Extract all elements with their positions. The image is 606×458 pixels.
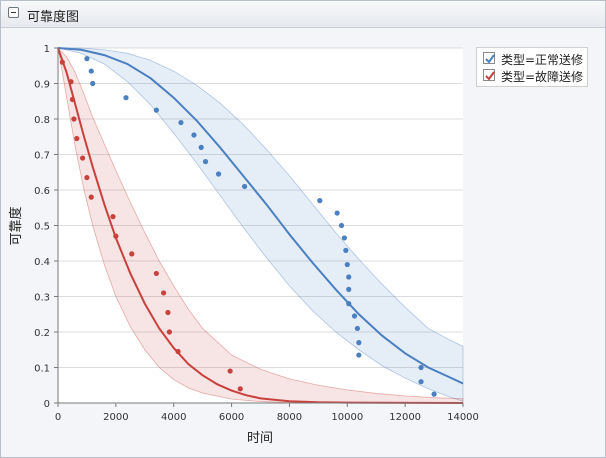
panel-titlebar: 可靠度图 <box>1 1 605 28</box>
data-point <box>198 144 204 150</box>
data-point <box>215 171 222 177</box>
y-tick-label: 0.9 <box>34 80 50 91</box>
data-point <box>341 235 347 241</box>
data-point <box>346 274 352 280</box>
data-point <box>160 290 167 296</box>
checkbox-normal-repair[interactable] <box>483 52 495 64</box>
checkbox-fault-repair[interactable] <box>483 69 495 81</box>
collapse-button[interactable] <box>8 7 19 18</box>
x-axis-label: 时间 <box>247 431 273 446</box>
data-point <box>90 80 96 87</box>
data-point <box>84 56 90 62</box>
data-point <box>123 95 129 101</box>
data-point <box>166 329 172 335</box>
data-point <box>153 107 159 113</box>
y-tick-label: 0.6 <box>34 186 50 197</box>
panel-title: 可靠度图 <box>27 10 80 25</box>
y-tick-label: 0 <box>44 399 50 410</box>
data-point <box>113 233 119 239</box>
legend-label-normal-repair: 类型=正常送修 <box>501 53 584 67</box>
fitted-curve-0 <box>57 47 464 385</box>
confidence-band-1 <box>57 46 464 404</box>
fitted-curves <box>57 47 464 404</box>
data-point <box>165 309 171 316</box>
data-point <box>110 214 116 220</box>
data-point <box>79 155 86 161</box>
check-icon <box>485 54 495 64</box>
x-tick-label: 2000 <box>103 412 128 423</box>
x-tick-label: 0 <box>55 412 61 423</box>
data-point <box>418 364 424 371</box>
fitted-curve-1 <box>57 47 464 404</box>
data-point <box>338 222 345 229</box>
data-point <box>418 379 424 385</box>
y-tick-label: 0.5 <box>34 222 50 233</box>
confidence-band-0 <box>57 47 464 402</box>
data-point <box>354 325 361 332</box>
y-tick-label: 1 <box>44 44 50 55</box>
data-point <box>59 59 65 65</box>
data-point <box>191 132 197 138</box>
y-axis-label: 可靠度 <box>8 206 24 245</box>
axes: 0 0.1 0.2 0.3 0.4 0.5 0.6 0.7 0.8 0.9 1 0 2000 4000 60… <box>34 44 479 423</box>
data-point <box>178 119 184 126</box>
data-point <box>88 194 94 200</box>
x-tick-label: 12000 <box>389 412 421 423</box>
data-point <box>344 261 350 268</box>
data-point <box>227 368 233 374</box>
data-point <box>241 183 248 190</box>
chart-legend: 类型=正常送修 类型=故障送修 <box>476 47 588 87</box>
data-point <box>88 68 94 74</box>
data-point <box>69 96 76 103</box>
data-point <box>153 270 159 277</box>
data-point <box>71 116 77 122</box>
data-point <box>129 251 135 257</box>
x-tick-label: 10000 <box>331 412 363 423</box>
y-tick-label: 0.3 <box>34 293 50 304</box>
data-point <box>84 174 90 181</box>
y-tick-label: 0.8 <box>34 115 50 126</box>
data-point <box>351 313 358 319</box>
y-tick-label: 0.7 <box>34 151 50 162</box>
data-point <box>431 391 437 397</box>
x-tick-label: 8000 <box>277 412 302 423</box>
data-point <box>343 247 349 253</box>
data-point <box>356 340 362 346</box>
data-points <box>59 56 437 397</box>
check-icon <box>485 71 495 81</box>
y-tick-label: 0.4 <box>34 257 50 268</box>
data-point <box>237 386 243 392</box>
y-tick-label: 0.1 <box>34 364 50 375</box>
grid-lines <box>58 47 463 404</box>
x-tick-label: 4000 <box>161 412 186 423</box>
data-point <box>334 210 340 216</box>
data-point <box>68 79 74 85</box>
x-tick-label: 14000 <box>447 412 479 423</box>
data-point <box>346 286 352 292</box>
data-point <box>175 348 181 355</box>
data-point <box>74 135 80 142</box>
confidence-bands <box>57 46 464 404</box>
y-tick-label: 0.2 <box>34 328 50 339</box>
data-point <box>317 198 323 204</box>
x-tick-label: 6000 <box>219 412 244 423</box>
data-point <box>356 352 362 358</box>
data-point <box>202 159 209 165</box>
data-point <box>346 301 352 307</box>
legend-label-fault-repair: 类型=故障送修 <box>501 70 584 84</box>
